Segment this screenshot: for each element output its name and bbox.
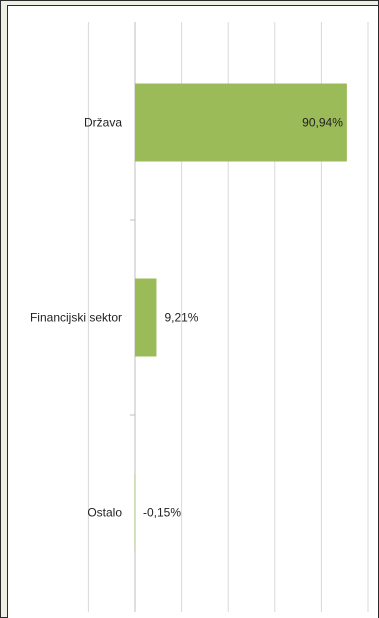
category-label: Financijski sektor — [30, 311, 122, 325]
bar-1 — [135, 278, 157, 357]
category-label: Ostalo — [87, 506, 122, 520]
data-label: -0,15% — [143, 506, 181, 520]
bar-2 — [134, 473, 136, 552]
bar-0 — [135, 83, 347, 162]
data-label: 90,94% — [302, 116, 343, 130]
data-label: 9,21% — [164, 311, 198, 325]
category-label: Država — [84, 116, 122, 130]
